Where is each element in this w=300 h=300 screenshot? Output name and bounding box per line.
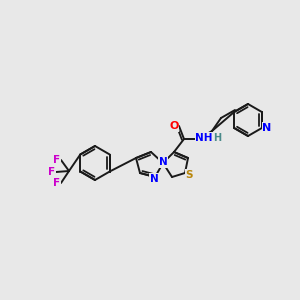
Text: O: O	[169, 121, 179, 131]
Text: N: N	[150, 174, 158, 184]
Text: NH: NH	[195, 133, 213, 143]
Text: F: F	[53, 155, 61, 165]
Text: H: H	[213, 133, 221, 143]
Text: F: F	[53, 178, 61, 188]
Text: F: F	[48, 167, 56, 177]
Text: S: S	[185, 170, 193, 180]
Text: N: N	[262, 123, 272, 133]
Text: N: N	[159, 157, 167, 167]
